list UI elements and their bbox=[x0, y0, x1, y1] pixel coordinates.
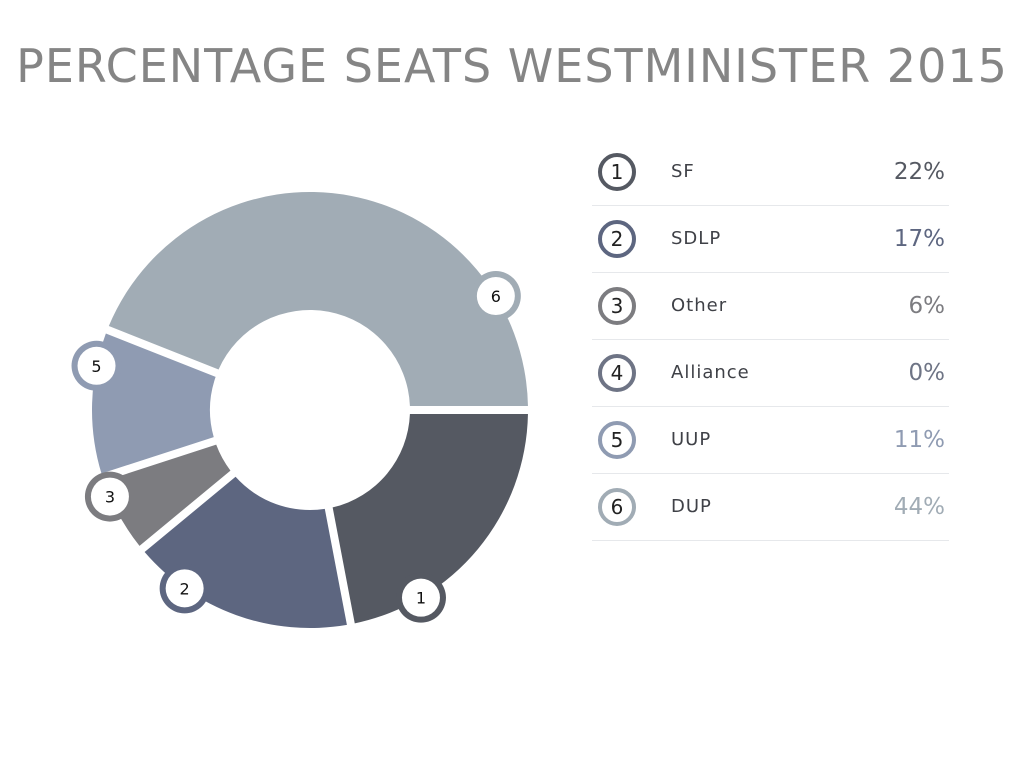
legend-value: 44% bbox=[893, 494, 945, 520]
legend-row: 1 SF 22% bbox=[592, 139, 949, 206]
legend-number-badge: 3 bbox=[598, 287, 636, 325]
donut-slice-other bbox=[103, 444, 231, 546]
legend-label: DUP bbox=[671, 496, 712, 517]
legend-value: 22% bbox=[893, 159, 945, 185]
legend-value: 6% bbox=[908, 293, 946, 319]
slice-marker-number: 6 bbox=[491, 287, 501, 306]
legend-number-badge: 5 bbox=[598, 421, 636, 459]
donut-slice-dup bbox=[108, 192, 528, 407]
legend-value: 0% bbox=[908, 360, 946, 386]
legend-label: Other bbox=[671, 295, 728, 316]
legend: 1 SF 22% 2 SDLP 17% 3 Other 6% 4 Alliance 0% 5 UUP 11%… bbox=[592, 139, 949, 541]
donut-chart: 1 2 3 5 6 bbox=[71, 192, 528, 628]
donut-slice-uup bbox=[91, 333, 216, 474]
slice-marker-face bbox=[476, 277, 515, 316]
slice-marker-number: 3 bbox=[105, 488, 115, 507]
legend-number-badge: 1 bbox=[598, 153, 636, 191]
legend-row: 3 Other 6% bbox=[592, 273, 949, 340]
legend-number-badge: 4 bbox=[598, 354, 636, 392]
legend-label: UUP bbox=[671, 429, 712, 450]
slice-marker-face bbox=[90, 477, 129, 516]
slice-marker-number: 1 bbox=[416, 589, 426, 608]
legend-label: SF bbox=[671, 161, 695, 182]
chart-title: PERCENTAGE SEATS WESTMINISTER 2015 bbox=[16, 39, 1008, 93]
legend-label: SDLP bbox=[671, 228, 722, 249]
slice-marker-number: 5 bbox=[91, 357, 101, 376]
legend-value: 11% bbox=[893, 427, 945, 453]
legend-value: 17% bbox=[893, 226, 945, 252]
slice-marker-face bbox=[77, 346, 116, 385]
legend-label: Alliance bbox=[671, 362, 750, 383]
legend-number-badge: 6 bbox=[598, 488, 636, 526]
legend-row: 5 UUP 11% bbox=[592, 407, 949, 474]
slice-marker-number: 2 bbox=[180, 579, 190, 598]
legend-row: 6 DUP 44% bbox=[592, 474, 949, 541]
donut-slice-sf bbox=[332, 413, 528, 624]
legend-row: 2 SDLP 17% bbox=[592, 206, 949, 273]
legend-row: 4 Alliance 0% bbox=[592, 340, 949, 407]
slice-marker-face bbox=[401, 578, 440, 617]
legend-number-badge: 2 bbox=[598, 220, 636, 258]
slice-marker-face bbox=[165, 569, 204, 608]
